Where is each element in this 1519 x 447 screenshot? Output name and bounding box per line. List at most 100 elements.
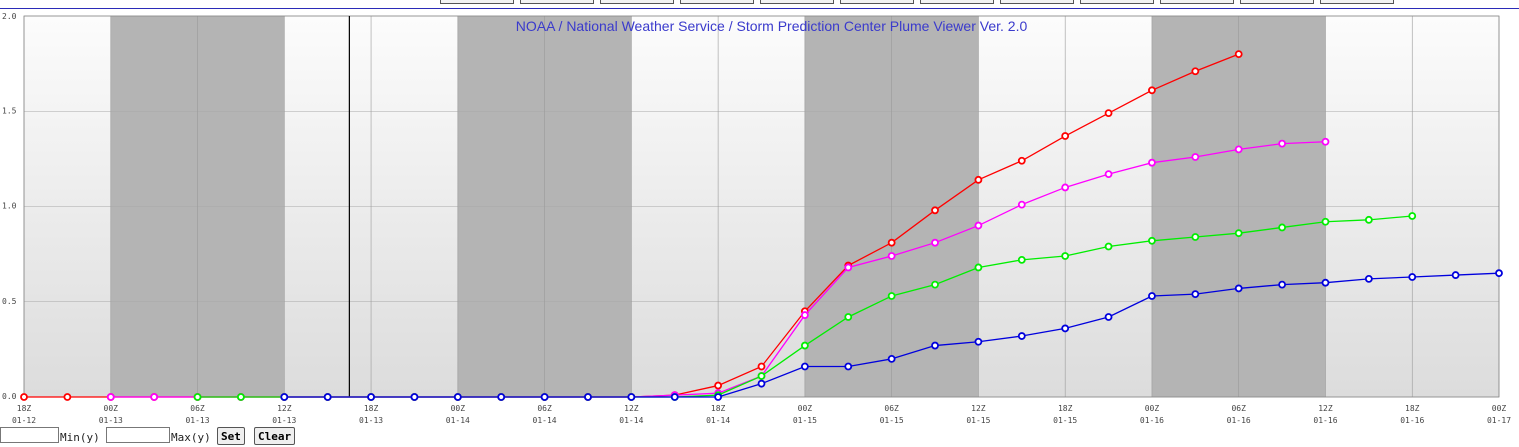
- series-point-2: [1408, 212, 1417, 220]
- top-tab[interactable]: [1080, 0, 1154, 4]
- x-tick-label-date: 01-14: [706, 416, 730, 425]
- top-tab[interactable]: [1240, 0, 1314, 4]
- y-tick-label: 2.0: [2, 12, 17, 21]
- series-point-3: [1061, 324, 1070, 333]
- series-point-3: [1408, 273, 1417, 281]
- series-point-3: [627, 393, 636, 401]
- x-tick-label-time: 00Z: [451, 404, 466, 413]
- series-point-3: [1234, 284, 1243, 293]
- series-point-1: [1278, 139, 1286, 148]
- x-tick-label-date: 01-13: [185, 416, 209, 425]
- series-point-2: [1017, 255, 1026, 264]
- x-tick-label-time: 18Z: [711, 404, 726, 413]
- top-tab[interactable]: [760, 0, 834, 4]
- x-tick-label-time: 06Z: [884, 404, 899, 413]
- series-point-0: [757, 362, 766, 371]
- series-point-1: [1191, 153, 1200, 161]
- series-point-0: [20, 393, 28, 401]
- series-point-1: [106, 393, 115, 401]
- x-tick-label-date: 01-12: [12, 416, 36, 425]
- top-tab[interactable]: [440, 0, 514, 4]
- series-point-2: [1148, 236, 1156, 245]
- series-point-3: [800, 362, 809, 371]
- x-tick-label-date: 01-16: [1313, 416, 1337, 425]
- y-tick-label: 0.5: [2, 297, 17, 306]
- top-tab[interactable]: [920, 0, 994, 4]
- series-point-0: [931, 206, 939, 215]
- series-point-1: [1017, 200, 1026, 209]
- series-point-2: [1061, 252, 1070, 260]
- series-point-3: [497, 393, 506, 401]
- x-tick-label-date: 01-13: [99, 416, 123, 425]
- top-tab[interactable]: [1000, 0, 1074, 4]
- top-tab[interactable]: [520, 0, 594, 4]
- series-point-2: [887, 292, 896, 300]
- series-point-3: [844, 362, 853, 371]
- series-point-0: [1104, 109, 1113, 118]
- series-point-3: [757, 379, 766, 388]
- series-point-0: [1191, 67, 1200, 76]
- series-point-2: [1234, 229, 1243, 238]
- chart-title: NOAA / National Weather Service / Storm …: [515, 18, 1028, 34]
- series-point-2: [844, 313, 853, 321]
- plot-frame: [23, 15, 1500, 398]
- series-point-2: [1364, 215, 1373, 224]
- series-point-1: [150, 393, 159, 401]
- series-point-3: [670, 393, 679, 401]
- series-point-1: [931, 238, 939, 247]
- series-point-2: [1191, 233, 1200, 241]
- x-tick-label-time: 18Z: [1058, 404, 1073, 413]
- series-point-0: [887, 238, 896, 247]
- set-button[interactable]: Set: [217, 427, 245, 445]
- series-point-3: [1278, 280, 1286, 289]
- series-point-3: [974, 337, 983, 346]
- series-point-1: [1321, 137, 1330, 146]
- min-y-input[interactable]: [0, 427, 59, 443]
- series-point-3: [1451, 271, 1460, 279]
- x-tick-label-time: 00Z: [1145, 404, 1160, 413]
- x-tick-label-time: 06Z: [1231, 404, 1246, 413]
- series-point-2: [931, 280, 939, 289]
- x-tick-label-date: 01-13: [272, 416, 296, 425]
- y-tick-label: 1.0: [2, 202, 17, 211]
- clear-button[interactable]: Clear: [254, 427, 296, 445]
- top-tab[interactable]: [1320, 0, 1394, 4]
- x-tick-label-date: 01-15: [966, 416, 990, 425]
- series-point-0: [974, 175, 983, 184]
- series-point-3: [1364, 274, 1373, 283]
- series-point-2: [757, 372, 766, 380]
- max-y-input[interactable]: [106, 427, 170, 443]
- series-point-2: [1104, 242, 1113, 251]
- x-tick-label-date: 01-15: [880, 416, 904, 425]
- series-point-0: [714, 381, 723, 390]
- x-tick-label-date: 01-16: [1227, 416, 1251, 425]
- series-point-0: [1148, 86, 1156, 95]
- series-point-3: [887, 354, 896, 363]
- y-tick-label: 0.0: [2, 392, 17, 401]
- series-point-1: [1104, 170, 1113, 179]
- x-tick-label-time: 18Z: [1405, 404, 1420, 413]
- series-point-3: [714, 393, 723, 401]
- x-tick-label-time: 12Z: [971, 404, 986, 413]
- top-tab[interactable]: [600, 0, 674, 4]
- x-tick-label-time: 06Z: [537, 404, 552, 413]
- y-tick-label: 1.5: [2, 106, 17, 115]
- x-tick-label-date: 01-15: [1053, 416, 1077, 425]
- top-tab[interactable]: [680, 0, 754, 4]
- series-point-3: [1017, 332, 1026, 340]
- x-tick-label-date: 01-14: [446, 416, 470, 425]
- x-tick-label-date: 01-16: [1400, 416, 1424, 425]
- x-tick-label-date: 01-14: [619, 416, 643, 425]
- top-tab[interactable]: [1160, 0, 1234, 4]
- series-point-3: [540, 393, 549, 401]
- x-tick-label-date: 01-13: [359, 416, 383, 425]
- series-point-2: [974, 263, 983, 272]
- series-point-3: [1191, 290, 1200, 299]
- x-tick-label-time: 06Z: [190, 404, 205, 413]
- top-tab[interactable]: [840, 0, 914, 4]
- series-point-1: [844, 263, 853, 272]
- series-point-3: [1495, 269, 1503, 278]
- x-tick-label-time: 12Z: [624, 404, 639, 413]
- series-point-0: [1234, 50, 1243, 58]
- header-rule: [0, 8, 1519, 9]
